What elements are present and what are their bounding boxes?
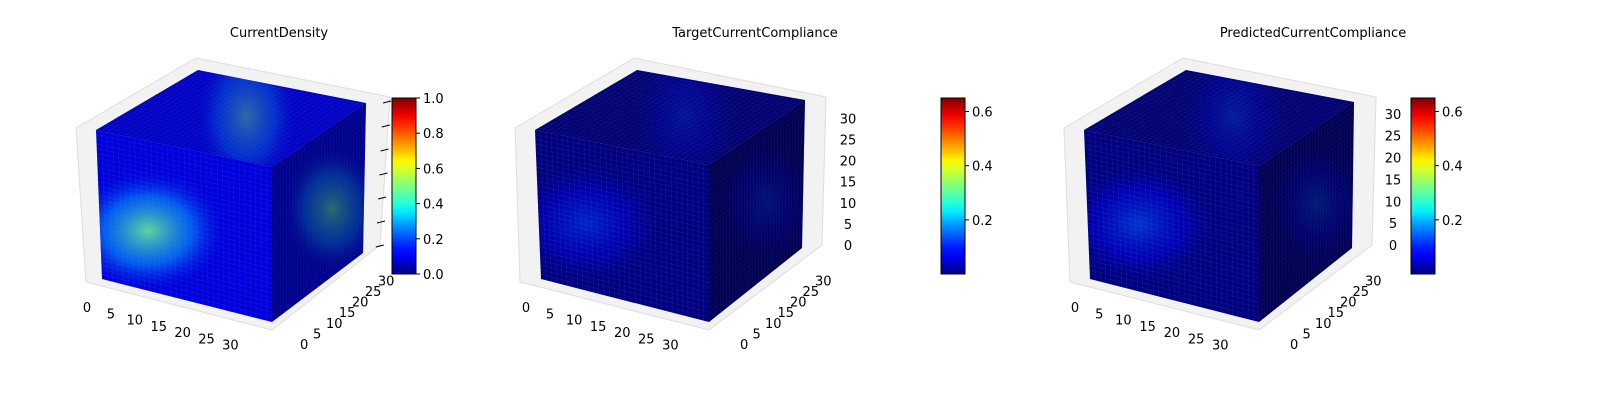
front-face <box>535 130 709 322</box>
x-tick-label: 15 <box>150 320 167 335</box>
z-tick-mark <box>380 148 389 152</box>
colorbar: 0.2 0.4 0.6 <box>1410 97 1463 275</box>
right-face <box>272 103 366 322</box>
y-tick-label: 0 <box>1290 338 1298 353</box>
top-face <box>1084 70 1354 166</box>
colorbar-tick-label: 0.2 <box>423 233 444 248</box>
z-tick-mark <box>381 124 390 128</box>
y-tick-label: 10 <box>1315 317 1332 332</box>
y-tick-label: 25 <box>1353 285 1370 300</box>
y-tick-label: 5 <box>313 327 321 342</box>
z-tick-label: 25 <box>1385 130 1402 145</box>
z-tick-mark <box>379 172 388 176</box>
right-face <box>1259 102 1354 322</box>
z-tick-label: 20 <box>840 155 857 170</box>
colorbar-tick-label: 1.0 <box>423 92 444 107</box>
y-tick-label: 10 <box>765 317 782 332</box>
front-face <box>96 130 272 322</box>
z-tick-label: 0 <box>1389 239 1397 254</box>
z-tick-label: 30 <box>1385 108 1402 123</box>
x-tick-label: 20 <box>1164 326 1181 341</box>
z-tick-label: 0 <box>844 239 852 254</box>
x-tick-label: 30 <box>222 339 239 354</box>
x-tick-label: 10 <box>127 314 144 329</box>
x-tick-label: 15 <box>1139 320 1156 335</box>
colorbar-tick-label: 0.2 <box>1442 214 1463 229</box>
colorbar-tick-label: 0.4 <box>1442 160 1463 175</box>
colorbar-tick-label: 0.6 <box>1442 106 1463 121</box>
subplot-1: 0 5 10 15 20 25 30 0510152025300510152025300.20… <box>514 57 993 354</box>
subplot-title-target-current-compliance: TargetCurrentCompliance <box>672 26 838 41</box>
colorbar-gradient <box>1410 97 1436 275</box>
z-tick-label: 10 <box>1385 195 1402 210</box>
x-tick-label: 25 <box>638 332 655 347</box>
y-tick-label: 20 <box>352 296 369 311</box>
subplot-title-predicted-current-compliance: PredictedCurrentCompliance <box>1219 26 1407 41</box>
y-tick-label: 5 <box>753 327 761 342</box>
colorbar-tick-label: 0.4 <box>972 160 993 175</box>
y-tick-label: 15 <box>1328 306 1345 321</box>
z-tick-label: 15 <box>840 176 857 191</box>
x-tick-label: 0 <box>522 301 530 316</box>
x-tick-label: 20 <box>614 326 631 341</box>
colorbar-tick-label: 0.0 <box>423 268 444 283</box>
colorbar-gradient <box>391 97 417 275</box>
z-tick-mark <box>376 220 386 224</box>
z-tick-label: 5 <box>1389 217 1397 232</box>
subplot-title-current-density: CurrentDensity <box>229 26 329 41</box>
x-tick-label: 20 <box>174 326 191 341</box>
z-tick-label: 15 <box>1385 173 1402 188</box>
x-tick-label: 0 <box>83 301 91 316</box>
y-tick-label: 25 <box>803 285 820 300</box>
front-face <box>1084 130 1259 322</box>
y-tick-label: 0 <box>300 338 308 353</box>
y-tick-label: 15 <box>339 306 356 321</box>
colorbar-tick-label: 0.4 <box>423 198 444 213</box>
y-tick-label: 25 <box>365 285 382 300</box>
colorbar: 0.0 0.2 0.4 0.6 0.8 1.0 <box>391 92 444 283</box>
y-tick-label: 30 <box>378 274 395 289</box>
z-tick-label: 5 <box>844 218 852 233</box>
x-tick-label: 0 <box>1071 301 1079 316</box>
right-face <box>709 100 805 322</box>
x-tick-label: 5 <box>546 307 554 322</box>
y-tick-label: 20 <box>1340 296 1357 311</box>
y-tick-label: 30 <box>1365 274 1382 289</box>
colorbar: 0.2 0.4 0.6 <box>940 97 993 275</box>
x-tick-label: 10 <box>1115 314 1132 329</box>
colorbar-tick-label: 0.8 <box>423 127 444 142</box>
colorbar-tick-label: 0.2 <box>972 214 993 229</box>
y-tick-label: 5 <box>1303 327 1311 342</box>
x-tick-label: 25 <box>198 332 215 347</box>
y-tick-label: 15 <box>778 306 795 321</box>
colorbar-tick-label: 0.6 <box>423 162 444 177</box>
z-tick-label: 20 <box>1385 152 1402 167</box>
x-tick-label: 15 <box>590 320 607 335</box>
z-tick-mark <box>382 100 392 104</box>
y-tick-label: 10 <box>326 317 343 332</box>
z-tick-mark <box>375 244 384 248</box>
z-tick-label: 10 <box>840 197 857 212</box>
x-tick-label: 5 <box>1095 307 1103 322</box>
z-tick-label: 30 <box>840 112 857 127</box>
x-tick-label: 5 <box>107 307 115 322</box>
x-tick-label: 25 <box>1188 332 1205 347</box>
z-tick-label: 25 <box>840 134 857 149</box>
y-tick-label: 0 <box>740 338 748 353</box>
subplot-2: 0 5 10 15 20 25 30 0510152025300510152025300.20… <box>1063 57 1463 354</box>
colorbar-tick-label: 0.6 <box>972 106 993 121</box>
z-tick-mark <box>378 196 387 200</box>
x-tick-label: 10 <box>566 314 583 329</box>
x-tick-label: 30 <box>662 339 679 354</box>
x-tick-label: 30 <box>1212 339 1229 354</box>
y-tick-label: 30 <box>815 274 832 289</box>
colorbar-gradient <box>940 97 966 275</box>
y-tick-label: 20 <box>790 296 807 311</box>
